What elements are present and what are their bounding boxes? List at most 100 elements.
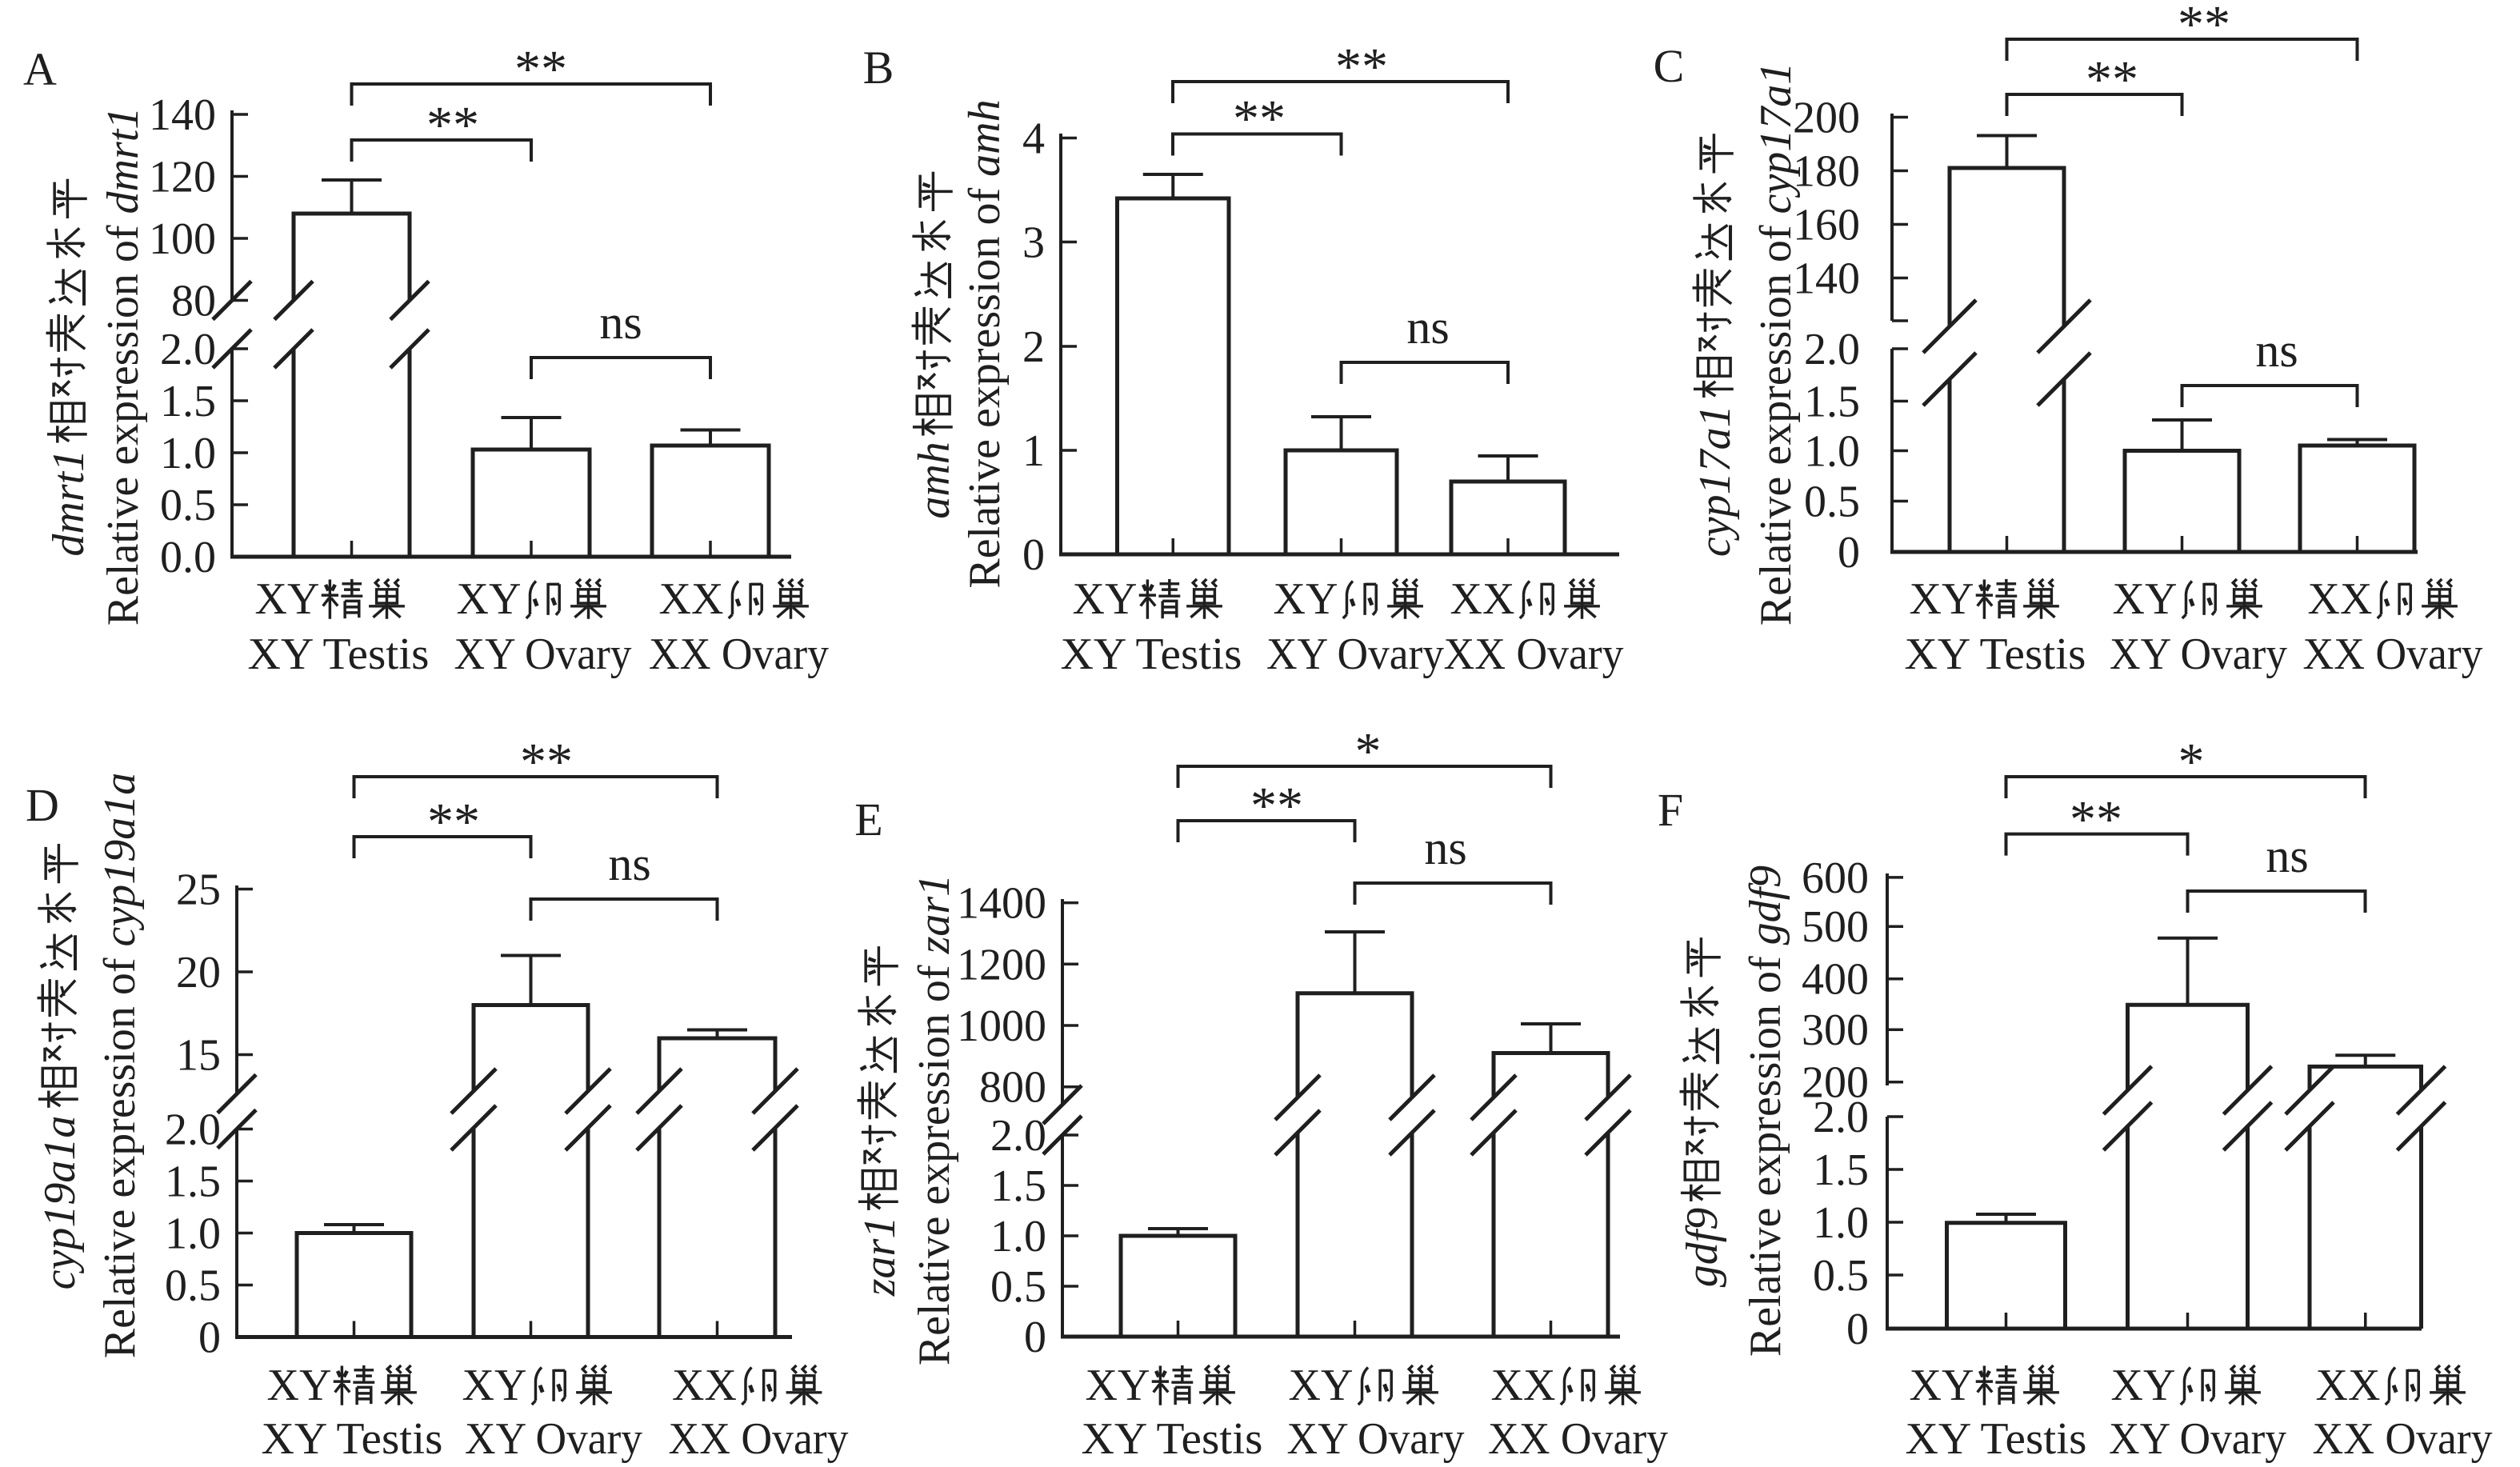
svg-text:amh: amh: [910, 442, 959, 518]
svg-text:C: C: [1654, 40, 1685, 92]
svg-text:B: B: [863, 42, 894, 94]
svg-text:600: 600: [1802, 853, 1869, 903]
svg-text:XX: XX: [1450, 574, 1515, 624]
svg-text:ns: ns: [2255, 324, 2298, 377]
svg-text:2: 2: [1022, 322, 1045, 372]
svg-text:1.0: 1.0: [1804, 427, 1860, 477]
svg-text:**: **: [427, 793, 480, 851]
svg-text:XY Testis: XY Testis: [1905, 630, 2086, 679]
svg-text:XY: XY: [1910, 1361, 1974, 1410]
svg-text:100: 100: [149, 214, 216, 264]
svg-text:XY Ovary: XY Ovary: [465, 1414, 642, 1464]
svg-text:300: 300: [1802, 1005, 1869, 1055]
svg-text:25: 25: [176, 865, 221, 915]
svg-text:XY Testis: XY Testis: [1082, 1414, 1263, 1464]
svg-text:120: 120: [149, 153, 216, 202]
svg-text:140: 140: [149, 90, 216, 140]
svg-text:4: 4: [1022, 114, 1045, 164]
svg-text:XX: XX: [2316, 1361, 2381, 1410]
svg-text:XY Ovary: XY Ovary: [2110, 630, 2287, 679]
svg-text:cyp19a1a: cyp19a1a: [35, 1116, 85, 1290]
svg-text:XY Testis: XY Testis: [262, 1414, 443, 1464]
svg-text:1000: 1000: [957, 1001, 1046, 1051]
svg-text:XY Testis: XY Testis: [248, 630, 430, 679]
svg-text:**: **: [1233, 90, 1286, 148]
svg-text:ns: ns: [1424, 821, 1466, 874]
svg-text:1200: 1200: [957, 940, 1046, 989]
svg-text:0: 0: [1838, 528, 1860, 578]
svg-text:1.0: 1.0: [1813, 1198, 1869, 1248]
svg-text:F: F: [1658, 784, 1683, 836]
svg-text:0: 0: [198, 1313, 221, 1363]
svg-text:2.0: 2.0: [1813, 1093, 1869, 1142]
svg-text:XY: XY: [1910, 574, 1974, 624]
svg-text:0.5: 0.5: [990, 1262, 1046, 1312]
svg-text:XY Testis: XY Testis: [1906, 1414, 2087, 1464]
svg-text:0.5: 0.5: [1804, 478, 1860, 527]
svg-text:1.5: 1.5: [1813, 1145, 1869, 1195]
svg-text:ns: ns: [608, 837, 650, 890]
svg-text:*: *: [1355, 722, 1382, 781]
svg-text:XX Ovary: XX Ovary: [2313, 1414, 2493, 1464]
svg-text:1.0: 1.0: [160, 429, 216, 478]
svg-text:Relative expression of amh: Relative expression of amh: [960, 99, 1010, 588]
svg-text:XX: XX: [1491, 1361, 1556, 1410]
svg-text:cyp17a1: cyp17a1: [1690, 405, 1740, 557]
svg-text:E: E: [854, 793, 882, 845]
svg-text:XY Ovary: XY Ovary: [1266, 630, 1444, 679]
svg-text:XX: XX: [659, 574, 724, 624]
svg-text:200: 200: [1802, 1058, 1869, 1108]
svg-text:XX: XX: [672, 1361, 737, 1410]
svg-text:ns: ns: [1406, 301, 1449, 354]
svg-text:XY: XY: [1073, 574, 1138, 624]
svg-text:180: 180: [1793, 147, 1860, 197]
svg-text:1.5: 1.5: [1804, 378, 1860, 427]
svg-text:1.5: 1.5: [990, 1161, 1046, 1211]
svg-text:Relative expression of gdf9: Relative expression of gdf9: [1741, 865, 1790, 1357]
svg-text:XY Ovary: XY Ovary: [2109, 1414, 2286, 1464]
svg-text:0.0: 0.0: [160, 533, 216, 582]
svg-text:3: 3: [1022, 218, 1045, 268]
svg-text:20: 20: [176, 948, 221, 997]
svg-text:XY Ovary: XY Ovary: [454, 630, 632, 679]
svg-text:XY: XY: [462, 1361, 527, 1410]
svg-text:2.0: 2.0: [990, 1111, 1046, 1161]
svg-text:XY: XY: [1086, 1361, 1150, 1410]
svg-text:800: 800: [979, 1063, 1046, 1113]
svg-text:**: **: [2178, 0, 2230, 54]
svg-text:ns: ns: [599, 296, 642, 349]
svg-text:XX Ovary: XX Ovary: [669, 1414, 849, 1464]
svg-text:2.0: 2.0: [1804, 325, 1860, 374]
svg-text:Relative expression of zar1: Relative expression of zar1: [910, 874, 959, 1365]
svg-text:1400: 1400: [957, 879, 1046, 929]
svg-text:**: **: [1250, 777, 1303, 835]
svg-text:0: 0: [1846, 1305, 1869, 1354]
svg-text:400: 400: [1802, 955, 1869, 1005]
svg-text:200: 200: [1793, 94, 1860, 143]
svg-text:0.5: 0.5: [1813, 1251, 1869, 1301]
svg-text:0: 0: [1022, 530, 1045, 580]
svg-text:160: 160: [1793, 201, 1860, 250]
svg-text:1.0: 1.0: [165, 1209, 221, 1259]
svg-text:dmrt1: dmrt1: [44, 450, 94, 557]
svg-text:gdf9: gdf9: [1678, 1208, 1727, 1288]
svg-text:0: 0: [1024, 1313, 1046, 1362]
svg-text:A: A: [23, 43, 57, 95]
svg-text:140: 140: [1793, 254, 1860, 304]
svg-text:**: **: [426, 96, 479, 154]
svg-text:**: **: [1335, 38, 1388, 96]
svg-text:XY Ovary: XY Ovary: [1287, 1414, 1465, 1464]
svg-text:Relative expression of dmrt1: Relative expression of dmrt1: [98, 107, 148, 626]
svg-text:zar1: zar1: [855, 1217, 905, 1297]
svg-text:Relative expression of cyp17a1: Relative expression of cyp17a1: [1751, 62, 1801, 626]
svg-text:XY: XY: [267, 1361, 332, 1410]
svg-text:500: 500: [1802, 902, 1869, 952]
svg-text:80: 80: [171, 277, 216, 326]
svg-text:**: **: [520, 733, 573, 791]
svg-text:1.0: 1.0: [990, 1212, 1046, 1261]
svg-text:XX Ovary: XX Ovary: [649, 630, 829, 679]
svg-text:2.0: 2.0: [160, 325, 216, 374]
svg-text:XY: XY: [457, 574, 522, 624]
svg-text:**: **: [2086, 50, 2138, 109]
svg-text:15: 15: [176, 1031, 221, 1081]
